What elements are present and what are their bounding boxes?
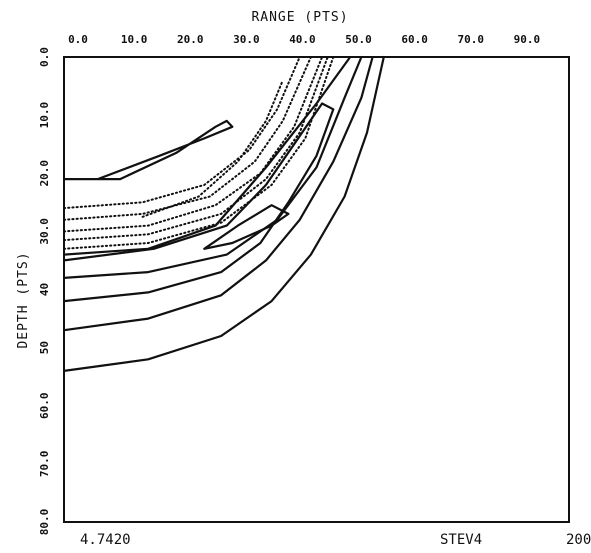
x-tick-label: 90.0 [514,33,541,46]
plot-frame [63,56,570,523]
x-tick-label: 10.0 [121,33,148,46]
contour-line-dotted [63,56,301,210]
x-tick-label: 60.0 [401,33,428,46]
y-tick-label: 30.0 [38,218,51,245]
x-tick-label: 30.0 [233,33,260,46]
contour-line-solid [62,102,335,303]
contour-line-solid [62,55,374,332]
contour-line-solid [62,119,234,181]
footer-run-name: STEV4 [440,532,482,548]
x-tick-label: 70.0 [458,33,485,46]
contour-line-dotted [141,79,284,218]
x-axis-title: RANGE (PTS) [251,10,348,25]
x-tick-label: 20.0 [177,33,204,46]
y-axis-title: DEPTH (PTS) [16,251,31,348]
footer-right-value: 200 [566,532,591,548]
y-tick-label: 20.0 [38,160,51,187]
x-tick-label: 0.0 [68,33,88,46]
y-tick-label: 80.0 [38,509,51,536]
contour-line-solid [62,55,352,256]
contour-line-dotted [63,56,335,250]
contour-line-dotted [63,56,329,242]
y-tick-label: 40 [38,283,51,296]
contour-line-dotted [63,56,312,221]
contour-lines [62,55,385,372]
x-tick-labels: 0.0 10.0 20.0 30.0 40.0 50.0 60.0 70.0 90.0 [68,33,540,46]
footer-left-value: 4.7420 [80,532,131,548]
x-tick-label: 40.0 [289,33,316,46]
y-tick-label: 60.0 [38,393,51,420]
contour-line-dotted [63,56,324,233]
y-tick-label: 50 [38,341,51,354]
y-tick-label: 0.0 [38,47,51,67]
y-tick-labels: 0.0 10.0 20.0 30.0 40 50 60.0 70.0 80.0 [38,47,51,535]
contour-line-solid [62,55,385,372]
contour-line-solid [203,204,290,250]
y-tick-label: 70.0 [38,451,51,478]
y-tick-label: 10.0 [38,102,51,129]
x-tick-label: 50.0 [345,33,372,46]
